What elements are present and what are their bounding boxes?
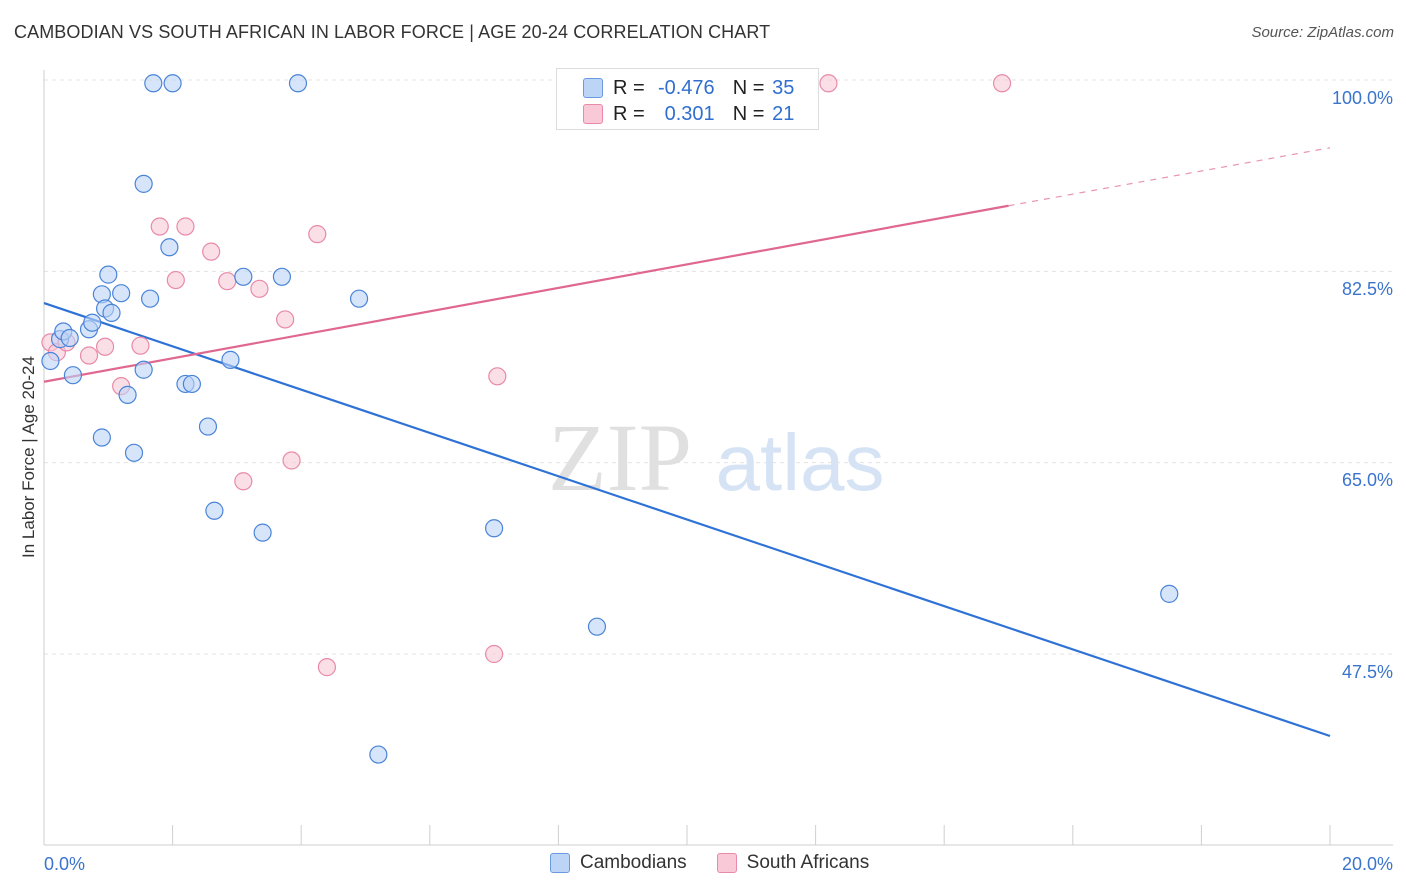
legend-r-value: 0.301 — [664, 102, 715, 125]
point-cambodian — [587, 617, 607, 636]
y-tick-label-100: 100.0% — [1332, 88, 1393, 108]
legend-n-value: 21 — [772, 102, 795, 125]
point-cambodian — [160, 238, 179, 257]
point-cambodian — [102, 303, 121, 322]
point-south-african — [150, 217, 169, 236]
point-south-african — [176, 217, 195, 236]
point-cambodian — [118, 385, 137, 404]
point-cambodian — [221, 350, 240, 369]
point-south-african — [131, 336, 150, 355]
point-cambodian — [272, 267, 292, 286]
point-cambodian — [182, 374, 201, 394]
point-cambodian — [41, 351, 60, 371]
point-cambodian — [144, 74, 163, 93]
x-tick-label-right: 20.0% — [1342, 854, 1393, 874]
point-cambodian — [163, 74, 182, 93]
chart-title: CAMBODIAN VS SOUTH AFRICAN IN LABOR FORC… — [14, 22, 771, 42]
gridlines — [44, 79, 1393, 655]
axis-labels: In Labor Force | Age 20-24 0.0% 20.0% 10… — [19, 88, 1393, 874]
point-south-african — [166, 270, 185, 290]
point-south-african — [282, 451, 301, 470]
legend-swatch-pink — [583, 104, 603, 124]
point-south-african — [276, 310, 295, 329]
correlation-legend: R = -0.476 N = 35 R = 0.301 N = 21 — [556, 68, 819, 130]
point-south-african — [819, 74, 838, 93]
point-south-african — [250, 279, 269, 298]
axes — [43, 70, 1393, 846]
legend-swatch-pink — [716, 853, 737, 873]
legend-r-label: R = — [613, 102, 645, 125]
source-label: Source: ZipAtlas.com — [1251, 24, 1394, 41]
legend-n-label: N = — [732, 76, 765, 99]
point-south-african — [79, 346, 99, 365]
point-south-african — [308, 225, 327, 244]
point-cambodian — [63, 366, 83, 385]
legend-swatch-blue — [583, 78, 603, 98]
point-cambodian — [234, 267, 253, 286]
point-cambodian — [99, 265, 118, 284]
point-south-african — [317, 658, 337, 677]
point-cambodian — [349, 289, 369, 308]
point-cambodian — [83, 313, 102, 332]
point-south-african — [485, 644, 504, 664]
point-south-african — [992, 74, 1012, 93]
y-tick-label-65: 65.0% — [1342, 470, 1393, 490]
point-cambodian — [134, 360, 153, 379]
y-axis-title: In Labor Force | Age 20-24 — [19, 356, 38, 558]
watermark-atlas: atlas — [716, 418, 885, 507]
trend-lines — [43, 147, 1331, 738]
point-south-african — [202, 242, 221, 261]
point-cambodian — [60, 328, 79, 348]
point-cambodian — [253, 523, 272, 542]
watermark-zip: ZIP — [548, 404, 692, 511]
point-cambodian — [205, 501, 224, 520]
legend-item-south-africans[interactable]: South Africans — [716, 852, 870, 874]
point-south-african — [95, 337, 115, 356]
watermark: ZIP atlas — [548, 404, 884, 511]
point-cambodian — [288, 74, 308, 93]
point-cambodian — [198, 417, 218, 436]
point-cambodian — [369, 745, 388, 764]
legend-n-value: 35 — [772, 76, 795, 99]
data-points — [41, 74, 1179, 764]
point-cambodian — [124, 443, 144, 462]
legend-n-label: N = — [732, 102, 765, 125]
legend-row-south-africans: R = 0.301 N = 21 — [583, 102, 794, 126]
point-cambodian — [134, 174, 153, 193]
point-south-african — [488, 367, 507, 386]
y-tick-label-82-5: 82.5% — [1342, 279, 1393, 299]
point-cambodian — [1160, 584, 1179, 603]
y-tick-label-47-5: 47.5% — [1342, 662, 1393, 682]
legend-r-value: -0.476 — [657, 76, 715, 99]
trend-line-south-africans — [43, 204, 1009, 383]
point-cambodian — [140, 289, 160, 308]
legend-item-cambodians[interactable]: Cambodians — [550, 852, 687, 874]
legend-label-south-africans: South Africans — [746, 852, 870, 873]
legend-label-cambodians: Cambodians — [580, 852, 687, 873]
point-south-african — [234, 472, 253, 491]
legend-swatch-blue — [550, 853, 570, 873]
series-legend: Cambodians South Africans — [550, 852, 899, 874]
trend-extension-south-africans — [1008, 147, 1331, 207]
trend-line-cambodians — [43, 301, 1331, 738]
point-cambodian — [112, 284, 131, 303]
legend-r-label: R = — [613, 76, 645, 99]
x-tick-label-left: 0.0% — [44, 854, 85, 874]
point-cambodian — [92, 428, 111, 447]
legend-row-cambodians: R = -0.476 N = 35 — [583, 76, 794, 100]
point-south-african — [218, 272, 237, 291]
point-cambodian — [485, 519, 504, 538]
